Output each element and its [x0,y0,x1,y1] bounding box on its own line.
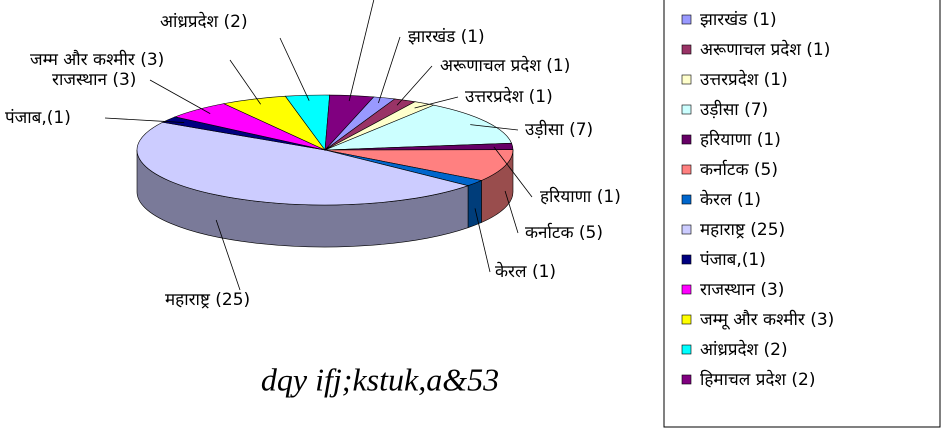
legend-label: झारखंड (1) [700,10,777,30]
legend-label: हिमाचल प्रदेश (2) [700,369,815,390]
data-label: कर्नाटक (5) [525,222,603,243]
legend-label: आंध्रप्रदेश (2) [700,339,788,360]
leader-line [474,208,491,273]
legend-label: जम्मू और कश्मीर (3) [700,309,834,330]
legend-swatch [681,134,692,145]
legend-swatch [681,224,692,235]
legend-label: महाराष्ट्र (25) [700,220,785,240]
legend-label: राजस्थान (3) [700,280,784,300]
leader-line [348,0,375,102]
legend-swatch [681,374,692,385]
legend-swatch [681,164,692,175]
legend-swatch [681,14,692,25]
data-label: अरूणाचल प्रदेश (1) [440,55,570,76]
data-label: झारखंड (1) [408,27,485,47]
slice [324,149,514,181]
legend-label: कर्नाटक (5) [700,159,778,180]
legend-swatch [681,344,692,355]
leader-line [279,37,310,101]
leader-line [414,96,459,109]
data-label: आंध्रप्रदेश (2) [160,11,248,32]
legend-swatch [681,254,692,265]
legend-swatch [681,194,692,205]
legend-swatch [681,74,692,85]
leader-line [396,65,433,106]
data-label: हरियाणा (1) [540,186,621,207]
slice [324,94,375,151]
leader-line [149,79,211,114]
legend-label: हरियाणा (1) [700,129,781,150]
slice [136,121,470,206]
slice-side [467,180,482,229]
legend-swatch [681,104,692,115]
legend-label: उड़ीसा (7) [700,99,768,120]
legend-label: अरूणाचल प्रदेश (1) [700,39,830,60]
leader-line [378,36,401,104]
leader-line [104,117,185,123]
legend-swatch [681,284,692,295]
data-label: महाराष्ट्र (25) [165,290,250,310]
leader-line [493,146,533,198]
slice [324,104,513,151]
legend-label: उत्तरप्रदेश (1) [700,69,788,90]
legend-label: पंजाब,(1) [700,250,766,270]
legend-label: केरल (1) [700,189,761,210]
data-label: केरल (1) [495,261,556,282]
leader-line [470,124,519,131]
leader-line [215,219,241,291]
legend-box [663,0,941,428]
data-label: राजस्थान (3) [52,70,136,90]
caption: dqy ifj;kstuk,a&53 [261,361,499,397]
leader-line [229,59,261,105]
data-label: पंजाब,(1) [5,108,71,128]
legend-swatch [681,44,692,55]
data-label: जम्म और कश्मीर (3) [30,49,164,70]
data-label: उत्तरप्रदेश (1) [465,86,553,107]
legend-swatch [681,314,692,325]
leader-line [504,190,519,234]
data-label: उड़ीसा (7) [525,119,593,140]
